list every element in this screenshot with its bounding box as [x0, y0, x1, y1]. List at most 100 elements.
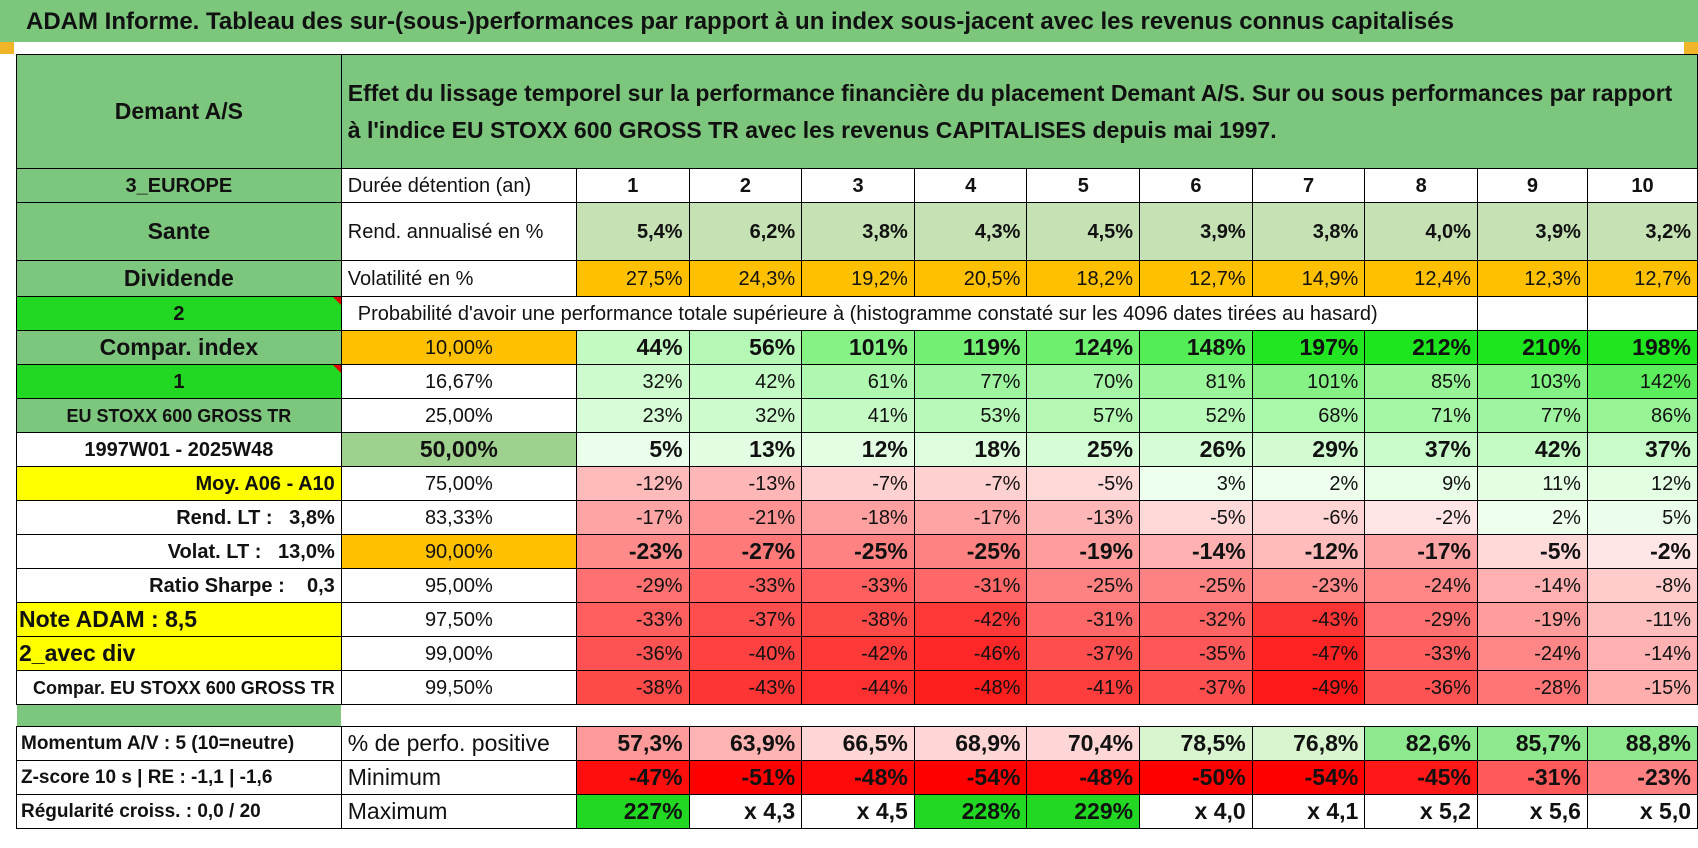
- perf-cell: -13%: [1026, 500, 1141, 535]
- perf-cell: -33%: [1364, 636, 1478, 671]
- avec-div-label: 2_avec div: [16, 636, 342, 671]
- rend-cell: 6,2%: [688, 202, 803, 261]
- year-header: 7: [1251, 168, 1366, 203]
- perf-cell: 56%: [688, 330, 803, 365]
- perf-cell: 81%: [1139, 364, 1253, 399]
- rend-cell: 3,8%: [801, 202, 915, 261]
- vol-cell: 19,2%: [801, 260, 915, 297]
- vol-cell: 12,4%: [1364, 260, 1478, 297]
- min-cell: -48%: [1026, 760, 1141, 795]
- min-cell: -50%: [1139, 760, 1253, 795]
- perf-cell: -35%: [1139, 636, 1253, 671]
- perf-cell: 42%: [1476, 432, 1588, 467]
- perf-cell: -5%: [1476, 534, 1588, 569]
- perf-cell: -25%: [801, 534, 915, 569]
- perf-cell: -44%: [801, 670, 915, 705]
- perf-cell: 41%: [801, 398, 915, 433]
- percentile-cell: 99,00%: [340, 636, 577, 671]
- rend-cell: 3,8%: [1251, 202, 1366, 261]
- perf-cell: 70%: [1026, 364, 1141, 399]
- perf-cell: 32%: [575, 364, 690, 399]
- vol-cell: 12,7%: [1586, 260, 1698, 297]
- perf-cell: 12%: [1586, 466, 1698, 501]
- rend-label: Rend. annualisé en %: [340, 202, 577, 261]
- percentile-cell: 99,50%: [340, 670, 577, 705]
- rend-cell: 3,9%: [1139, 202, 1253, 261]
- perf-cell: -14%: [1586, 636, 1698, 671]
- perf-cell: -25%: [913, 534, 1028, 569]
- max-cell: x 4,3: [688, 794, 803, 829]
- perf-cell: 85%: [1364, 364, 1478, 399]
- perf-cell: 9%: [1364, 466, 1478, 501]
- perf-cell: 3%: [1139, 466, 1253, 501]
- moy-label: Moy. A06 - A10: [16, 466, 342, 501]
- rend-cell: 5,4%: [575, 202, 690, 261]
- vol-cell: 14,9%: [1251, 260, 1366, 297]
- year-header: 8: [1364, 168, 1478, 203]
- positive-cell: 70,4%: [1026, 726, 1141, 761]
- perf-cell: -2%: [1586, 534, 1698, 569]
- perf-cell: 210%: [1476, 330, 1588, 365]
- perf-cell: 103%: [1476, 364, 1588, 399]
- positive-cell: 78,5%: [1139, 726, 1253, 761]
- vol-cell: 12,7%: [1139, 260, 1253, 297]
- rend-cell: 4,0%: [1364, 202, 1478, 261]
- perf-cell: -23%: [1251, 568, 1366, 603]
- perf-cell: -31%: [1026, 602, 1141, 637]
- rend-cell: 3,2%: [1586, 202, 1698, 261]
- perf-cell: -11%: [1586, 602, 1698, 637]
- vol-cell: 27,5%: [575, 260, 690, 297]
- perf-cell: -47%: [1251, 636, 1366, 671]
- perf-cell: 71%: [1364, 398, 1478, 433]
- note-adam-label: Note ADAM : 8,5: [16, 602, 342, 637]
- perf-cell: -42%: [801, 636, 915, 671]
- positive-cell: 57,3%: [575, 726, 690, 761]
- perf-cell: 197%: [1251, 330, 1366, 365]
- perf-cell: 37%: [1586, 432, 1698, 467]
- perf-cell: 29%: [1251, 432, 1366, 467]
- percentile-cell: 10,00%: [340, 330, 577, 365]
- year-header: 10: [1586, 168, 1698, 203]
- percentile-cell: 50,00%: [340, 432, 577, 467]
- min-cell: -45%: [1364, 760, 1478, 795]
- perf-cell: -5%: [1139, 500, 1253, 535]
- percentile-cell: 25,00%: [340, 398, 577, 433]
- perf-cell: -24%: [1476, 636, 1588, 671]
- perf-cell: -37%: [1139, 670, 1253, 705]
- perf-cell: -7%: [801, 466, 915, 501]
- perf-cell: 11%: [1476, 466, 1588, 501]
- perf-cell: -17%: [575, 500, 690, 535]
- vol-cell: 12,3%: [1476, 260, 1588, 297]
- perf-cell: -12%: [1251, 534, 1366, 569]
- rend-lt-label: Rend. LT : 3,8%: [16, 500, 342, 535]
- perf-cell: -33%: [575, 602, 690, 637]
- duree-label: Durée détention (an): [340, 168, 577, 203]
- vol-cell: 20,5%: [913, 260, 1028, 297]
- perf-cell: -21%: [688, 500, 803, 535]
- perf-cell: 212%: [1364, 330, 1478, 365]
- min-cell: -48%: [801, 760, 915, 795]
- compar-index-label: Compar. index: [16, 330, 342, 365]
- year-header: 9: [1476, 168, 1588, 203]
- year-header: 1: [575, 168, 690, 203]
- perf-cell: -14%: [1139, 534, 1253, 569]
- vol-cell: 18,2%: [1026, 260, 1141, 297]
- code-one: 1: [16, 364, 342, 399]
- perf-cell: 2%: [1476, 500, 1588, 535]
- perf-cell: 86%: [1586, 398, 1698, 433]
- sector-label: Sante: [16, 202, 342, 261]
- perf-cell: -33%: [688, 568, 803, 603]
- perf-cell: -28%: [1476, 670, 1588, 705]
- index-name: EU STOXX 600 GROSS TR: [16, 398, 342, 433]
- year-header: 3: [801, 168, 915, 203]
- perf-cell: 77%: [913, 364, 1028, 399]
- perf-cell: -32%: [1139, 602, 1253, 637]
- perf-cell: -41%: [1026, 670, 1141, 705]
- percentile-cell: 95,00%: [340, 568, 577, 603]
- min-cell: -54%: [913, 760, 1028, 795]
- perf-cell: -36%: [1364, 670, 1478, 705]
- period-label: 1997W01 - 2025W48: [16, 432, 342, 467]
- perf-cell: -46%: [913, 636, 1028, 671]
- perf-cell: 5%: [1586, 500, 1698, 535]
- pos-label: % de perfo. positive: [340, 726, 577, 761]
